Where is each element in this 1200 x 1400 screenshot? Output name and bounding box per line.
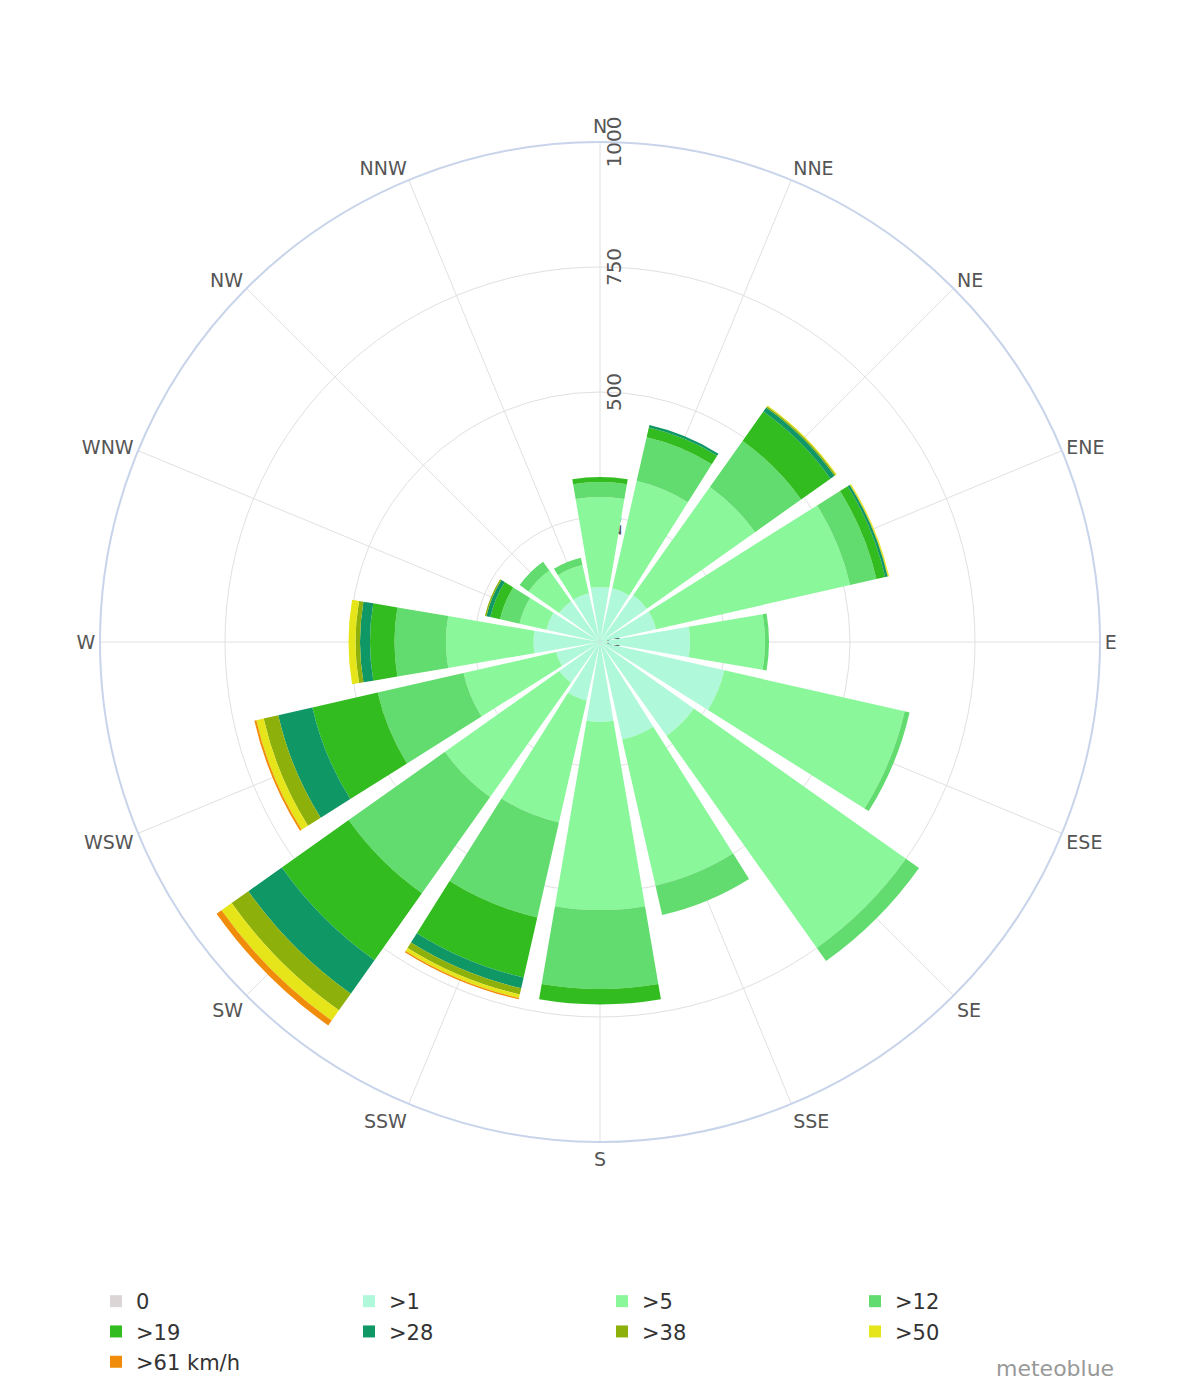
svg-text:SW: SW: [212, 999, 243, 1021]
svg-text:NW: NW: [210, 269, 243, 291]
svg-text:750: 750: [602, 248, 626, 286]
svg-text:>50: >50: [895, 1321, 939, 1345]
svg-text:S: S: [594, 1148, 606, 1170]
svg-text:SSE: SSE: [793, 1110, 829, 1132]
svg-text:W: W: [76, 631, 95, 653]
svg-text:ENE: ENE: [1066, 436, 1104, 458]
svg-text:WSW: WSW: [84, 831, 134, 853]
svg-text:WNW: WNW: [82, 436, 134, 458]
svg-text:>28: >28: [389, 1321, 433, 1345]
svg-text:250: 250: [602, 498, 626, 536]
svg-text:SE: SE: [957, 999, 981, 1021]
svg-text:500: 500: [602, 373, 626, 411]
svg-text:>19: >19: [136, 1321, 180, 1345]
svg-text:ESE: ESE: [1066, 831, 1102, 853]
svg-text:>61 km/h: >61 km/h: [136, 1351, 240, 1375]
svg-text:>38: >38: [642, 1321, 686, 1345]
svg-text:>12: >12: [895, 1290, 939, 1314]
svg-text:E: E: [1105, 631, 1117, 653]
svg-text:SSW: SSW: [364, 1110, 407, 1132]
svg-text:0: 0: [602, 636, 626, 649]
svg-text:>1: >1: [389, 1290, 420, 1314]
svg-text:NNW: NNW: [360, 157, 407, 179]
svg-text:N: N: [593, 115, 607, 137]
svg-text:1000: 1000: [602, 117, 626, 168]
svg-text:0: 0: [136, 1290, 149, 1314]
svg-text:>5: >5: [642, 1290, 673, 1314]
svg-text:meteoblue: meteoblue: [996, 1356, 1114, 1381]
svg-text:NNE: NNE: [793, 157, 833, 179]
svg-text:NE: NE: [957, 269, 983, 291]
